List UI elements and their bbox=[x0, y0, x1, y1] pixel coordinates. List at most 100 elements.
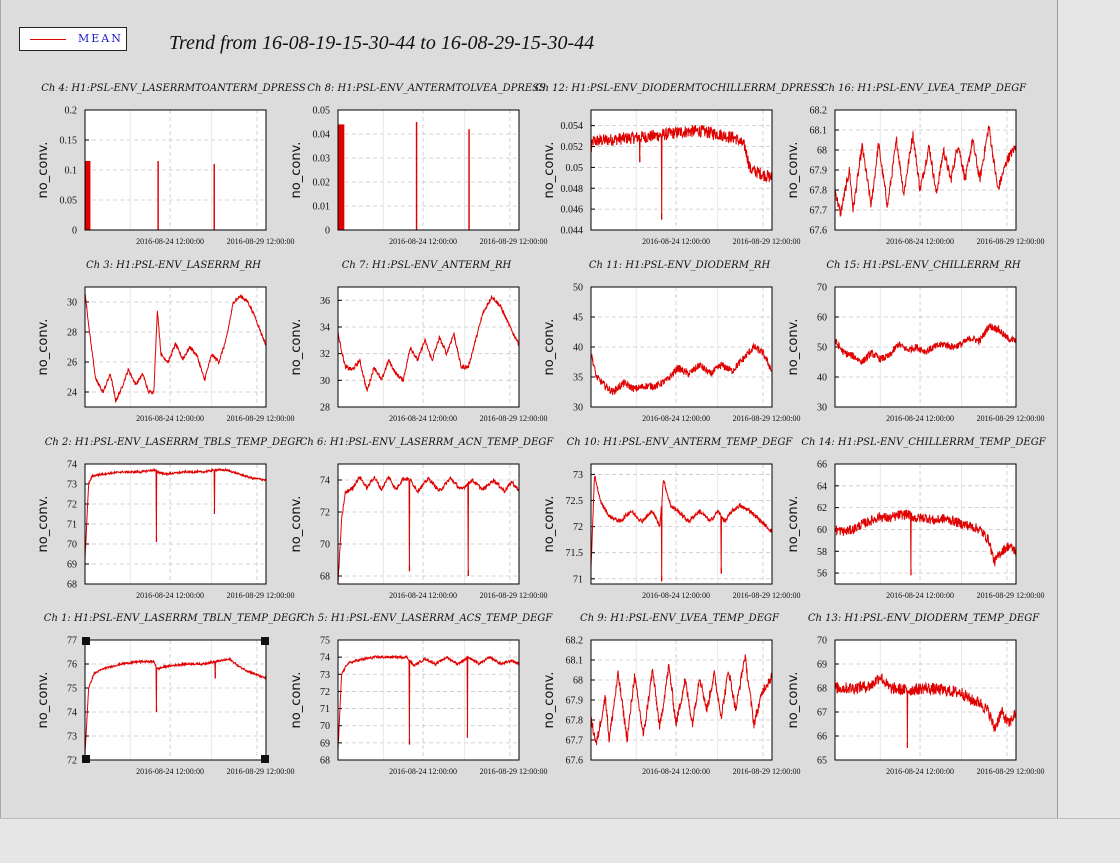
plot-area bbox=[591, 464, 772, 584]
y-axis-label: no_conv. bbox=[542, 319, 557, 376]
y-tick-label: 73 bbox=[67, 480, 77, 491]
y-tick-label: 72 bbox=[67, 756, 77, 767]
y-tick-label: 34 bbox=[320, 323, 330, 334]
plot-area bbox=[85, 640, 266, 760]
panel-title: Ch 14: H1:PSL-ENV_CHILLERRM_TEMP_DEGF bbox=[801, 437, 1046, 448]
x-tick-label: 2016-08-29 12:00:00 bbox=[480, 414, 548, 423]
plot-area bbox=[835, 287, 1016, 407]
y-tick-label: 26 bbox=[67, 358, 77, 369]
y-tick-label: 68 bbox=[817, 146, 827, 157]
x-tick-label: 2016-08-24 12:00:00 bbox=[136, 237, 204, 246]
x-tick-label: 2016-08-29 12:00:00 bbox=[733, 591, 801, 600]
y-tick-label: 0 bbox=[72, 226, 77, 237]
selection-handle[interactable] bbox=[82, 637, 90, 645]
bottom-status-area bbox=[0, 818, 1120, 863]
y-tick-label: 0.03 bbox=[313, 154, 331, 165]
y-tick-label: 0.05 bbox=[60, 196, 78, 207]
y-tick-label: 67.6 bbox=[566, 756, 584, 767]
plot-frame bbox=[84, 463, 267, 585]
y-tick-label: 0.01 bbox=[313, 202, 331, 213]
trend-title: Trend from 16-08-19-15-30-44 to 16-08-29… bbox=[169, 32, 595, 54]
right-scroll-area[interactable] bbox=[1057, 0, 1120, 818]
x-tick-label: 2016-08-24 12:00:00 bbox=[886, 237, 954, 246]
y-tick-label: 71 bbox=[573, 574, 583, 585]
series-line bbox=[337, 654, 520, 751]
y-axis-label: no_conv. bbox=[786, 496, 801, 553]
y-axis-label: no_conv. bbox=[289, 142, 304, 199]
plot-area bbox=[85, 287, 266, 407]
legend-line-swatch bbox=[30, 39, 66, 40]
panel-title: Ch 5: H1:PSL-ENV_LASERRM_ACS_TEMP_DEGF bbox=[301, 613, 554, 624]
chart-panel-3: 0.044 0.046 0.048 0.05 0.052 0.054 Ch 12: H1:P… bbox=[535, 83, 824, 246]
plot-frame bbox=[834, 286, 1017, 408]
x-tick-label: 2016-08-29 12:00:00 bbox=[480, 237, 548, 246]
chart-panel-9: 68 69 70 71 72 73 74 Ch 2: H1:PSL-ENV_LASERRM_T… bbox=[36, 437, 303, 600]
y-tick-label: 67.9 bbox=[810, 166, 828, 177]
plot-frame bbox=[84, 286, 267, 408]
chart-panel-11: 71 71.5 72 72.5 73 Ch 10: H1:PSL-ENV_ANTERM_T… bbox=[542, 437, 800, 600]
y-tick-label: 73 bbox=[67, 732, 77, 743]
plot-frame bbox=[84, 109, 267, 231]
x-tick-label: 2016-08-24 12:00:00 bbox=[886, 591, 954, 600]
y-axis-label: no_conv. bbox=[36, 672, 51, 729]
series-spike bbox=[85, 161, 91, 230]
y-tick-label: 60 bbox=[817, 525, 827, 536]
y-tick-label: 74 bbox=[320, 476, 330, 487]
y-tick-label: 65 bbox=[817, 756, 827, 767]
x-tick-label: 2016-08-29 12:00:00 bbox=[977, 591, 1045, 600]
charts-svg: 0 0.05 0.1 0.15 0.2 Ch 4: H1:PSL-ENV_LASERRMT… bbox=[36, 83, 1047, 776]
panel-title: Ch 6: H1:PSL-ENV_LASERRM_ACN_TEMP_DEGF bbox=[300, 437, 555, 448]
panel-title: Ch 10: H1:PSL-ENV_ANTERM_TEMP_DEGF bbox=[567, 437, 794, 448]
y-tick-label: 68.1 bbox=[810, 126, 828, 137]
y-tick-label: 71 bbox=[67, 520, 77, 531]
y-tick-label: 76 bbox=[67, 660, 77, 671]
panel-title: Ch 7: H1:PSL-ENV_ANTERM_RH bbox=[342, 260, 512, 271]
y-tick-label: 69 bbox=[67, 560, 77, 571]
x-tick-label: 2016-08-29 12:00:00 bbox=[733, 414, 801, 423]
x-tick-label: 2016-08-29 12:00:00 bbox=[227, 414, 295, 423]
y-tick-label: 67.8 bbox=[566, 716, 584, 727]
y-tick-label: 0.044 bbox=[561, 226, 584, 237]
y-tick-label: 75 bbox=[320, 636, 330, 647]
series-spike bbox=[415, 122, 418, 230]
y-tick-label: 67.7 bbox=[810, 206, 828, 217]
chart-panel-8: 30 40 50 60 70 Ch 15: H1:PSL-ENV_CHILLERRM_RH… bbox=[786, 260, 1044, 423]
chart-panel-4: 67.6 67.7 67.8 67.9 68 68.1 68.2 Ch 16: H1:PSL-… bbox=[786, 83, 1044, 246]
x-tick-label: 2016-08-29 12:00:00 bbox=[733, 767, 801, 776]
chart-panel-16: 65 66 67 68 69 70 Ch 13: H1:PSL-ENV_DIODERM_TE… bbox=[786, 613, 1044, 776]
x-tick-label: 2016-08-24 12:00:00 bbox=[389, 414, 457, 423]
y-axis-label: no_conv. bbox=[36, 319, 51, 376]
y-axis-label: no_conv. bbox=[542, 142, 557, 199]
series-line bbox=[590, 342, 773, 396]
chart-panel-5: 24 26 28 30 Ch 3: H1:PSL-ENV_LASERRM_RH no_co… bbox=[36, 260, 294, 423]
plot-area bbox=[85, 110, 266, 230]
y-tick-label: 64 bbox=[817, 481, 827, 492]
y-tick-label: 56 bbox=[817, 569, 827, 580]
y-tick-label: 35 bbox=[573, 373, 583, 384]
y-tick-label: 73 bbox=[573, 470, 583, 481]
legend-label: MEAN bbox=[78, 32, 123, 45]
y-tick-label: 0.05 bbox=[313, 106, 331, 117]
series-spike bbox=[338, 124, 345, 230]
y-tick-label: 30 bbox=[320, 376, 330, 387]
y-tick-label: 0.05 bbox=[566, 163, 584, 174]
plot-frame bbox=[834, 463, 1017, 585]
series-line bbox=[84, 293, 267, 404]
series-line bbox=[834, 509, 1017, 576]
selection-handle[interactable] bbox=[261, 755, 269, 763]
selection-handle[interactable] bbox=[82, 755, 90, 763]
panel-title: Ch 4: H1:PSL-ENV_LASERRMTOANTERM_DPRESS bbox=[41, 83, 306, 94]
y-tick-label: 74 bbox=[67, 460, 77, 471]
y-tick-label: 68.2 bbox=[566, 636, 584, 647]
series-line bbox=[590, 475, 773, 582]
plot-area bbox=[338, 110, 519, 230]
y-tick-label: 77 bbox=[67, 636, 77, 647]
y-axis-label: no_conv. bbox=[289, 496, 304, 553]
x-tick-label: 2016-08-24 12:00:00 bbox=[136, 414, 204, 423]
y-tick-label: 0.02 bbox=[313, 178, 331, 189]
x-tick-label: 2016-08-24 12:00:00 bbox=[136, 591, 204, 600]
selection-handle[interactable] bbox=[261, 637, 269, 645]
y-tick-label: 71 bbox=[320, 704, 330, 715]
chart-panel-1: 0 0.05 0.1 0.15 0.2 Ch 4: H1:PSL-ENV_LASERRMT… bbox=[36, 83, 306, 246]
